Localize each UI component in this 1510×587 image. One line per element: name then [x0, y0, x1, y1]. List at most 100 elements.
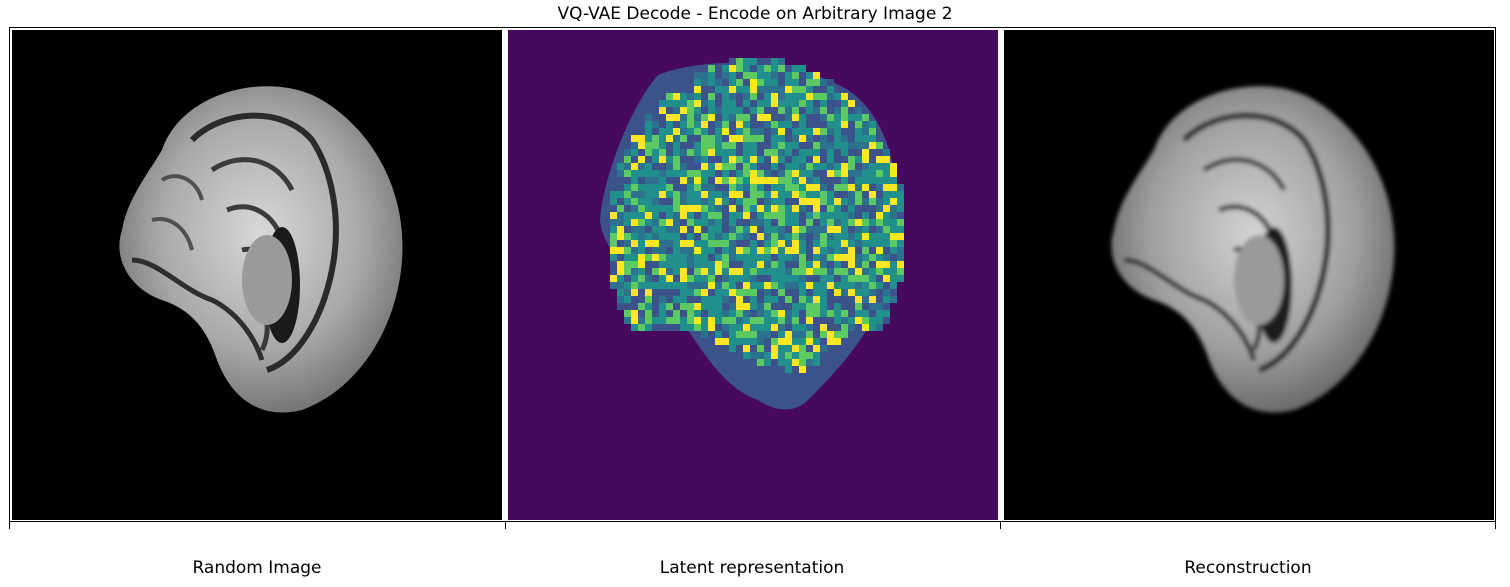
latent-cell: [701, 163, 708, 170]
latent-cell: [834, 128, 841, 135]
latent-cell: [820, 268, 827, 275]
latent-cell: [771, 233, 778, 240]
latent-cell: [645, 184, 652, 191]
latent-cell: [876, 296, 883, 303]
latent-cell: [771, 65, 778, 72]
latent-cell: [701, 289, 708, 296]
latent-cell: [869, 170, 876, 177]
latent-cell: [729, 107, 736, 114]
latent-cell: [834, 184, 841, 191]
latent-cell: [736, 58, 743, 65]
latent-cell: [764, 100, 771, 107]
latent-cell: [785, 205, 792, 212]
latent-cell: [848, 303, 855, 310]
latent-cell: [883, 212, 890, 219]
latent-cell: [617, 289, 624, 296]
latent-cell: [785, 184, 792, 191]
latent-cell: [757, 352, 764, 359]
latent-cell: [652, 275, 659, 282]
latent-cell: [757, 303, 764, 310]
latent-cell: [652, 226, 659, 233]
latent-cell: [806, 205, 813, 212]
latent-cell: [862, 191, 869, 198]
latent-cell: [701, 156, 708, 163]
latent-cell: [876, 163, 883, 170]
latent-cell: [785, 254, 792, 261]
latent-cell: [729, 317, 736, 324]
latent-cell: [610, 240, 617, 247]
latent-cell: [743, 107, 750, 114]
latent-cell: [708, 184, 715, 191]
latent-cell: [694, 191, 701, 198]
latent-cell: [729, 345, 736, 352]
latent-cell: [631, 240, 638, 247]
latent-cell: [869, 282, 876, 289]
latent-cell: [624, 275, 631, 282]
latent-cell: [792, 226, 799, 233]
latent-cell: [652, 296, 659, 303]
latent-cell: [659, 240, 666, 247]
latent-cell: [673, 100, 680, 107]
latent-cell: [687, 226, 694, 233]
latent-cell: [848, 177, 855, 184]
latent-cell: [813, 352, 820, 359]
latent-cell: [806, 149, 813, 156]
latent-cell: [771, 198, 778, 205]
latent-cell: [750, 240, 757, 247]
latent-cell: [785, 86, 792, 93]
latent-cell: [652, 128, 659, 135]
latent-cell: [701, 247, 708, 254]
latent-cell: [638, 219, 645, 226]
latent-cell: [799, 303, 806, 310]
figure-title: VQ-VAE Decode - Encode on Arbitrary Imag…: [557, 4, 953, 24]
latent-cell: [792, 240, 799, 247]
latent-cell: [778, 72, 785, 79]
latent-cell: [785, 282, 792, 289]
latent-cell: [736, 338, 743, 345]
latent-cell: [785, 170, 792, 177]
latent-cell: [834, 100, 841, 107]
latent-cell: [757, 282, 764, 289]
latent-cell: [806, 226, 813, 233]
latent-cell: [876, 205, 883, 212]
latent-cell: [743, 163, 750, 170]
latent-cell: [876, 149, 883, 156]
latent-cell: [729, 324, 736, 331]
latent-cell: [750, 156, 757, 163]
latent-cell: [778, 205, 785, 212]
reconstruction-panel: [1004, 30, 1494, 520]
latent-cell: [736, 268, 743, 275]
latent-cell: [624, 163, 631, 170]
latent-cell: [729, 254, 736, 261]
latent-cell: [624, 240, 631, 247]
latent-cell: [834, 177, 841, 184]
latent-cell: [694, 296, 701, 303]
latent-cell: [778, 317, 785, 324]
latent-cell: [715, 254, 722, 261]
latent-cell: [673, 261, 680, 268]
latent-cell: [610, 191, 617, 198]
latent-cell: [862, 177, 869, 184]
latent-cell: [827, 184, 834, 191]
latent-cell: [715, 170, 722, 177]
latent-cell: [827, 170, 834, 177]
latent-cell: [764, 121, 771, 128]
latent-cell: [729, 177, 736, 184]
latent-cell: [848, 191, 855, 198]
latent-cell: [638, 135, 645, 142]
latent-cell: [806, 282, 813, 289]
latent-cell: [869, 128, 876, 135]
latent-cell: [855, 275, 862, 282]
latent-cell: [897, 261, 904, 268]
latent-cell: [841, 247, 848, 254]
latent-cell: [813, 247, 820, 254]
latent-cell: [778, 135, 785, 142]
latent-cell: [771, 219, 778, 226]
latent-cell: [750, 58, 757, 65]
latent-cell: [715, 93, 722, 100]
latent-cell: [645, 303, 652, 310]
latent-cell: [729, 219, 736, 226]
latent-cell: [673, 275, 680, 282]
latent-cell: [883, 177, 890, 184]
latent-cell: [869, 191, 876, 198]
